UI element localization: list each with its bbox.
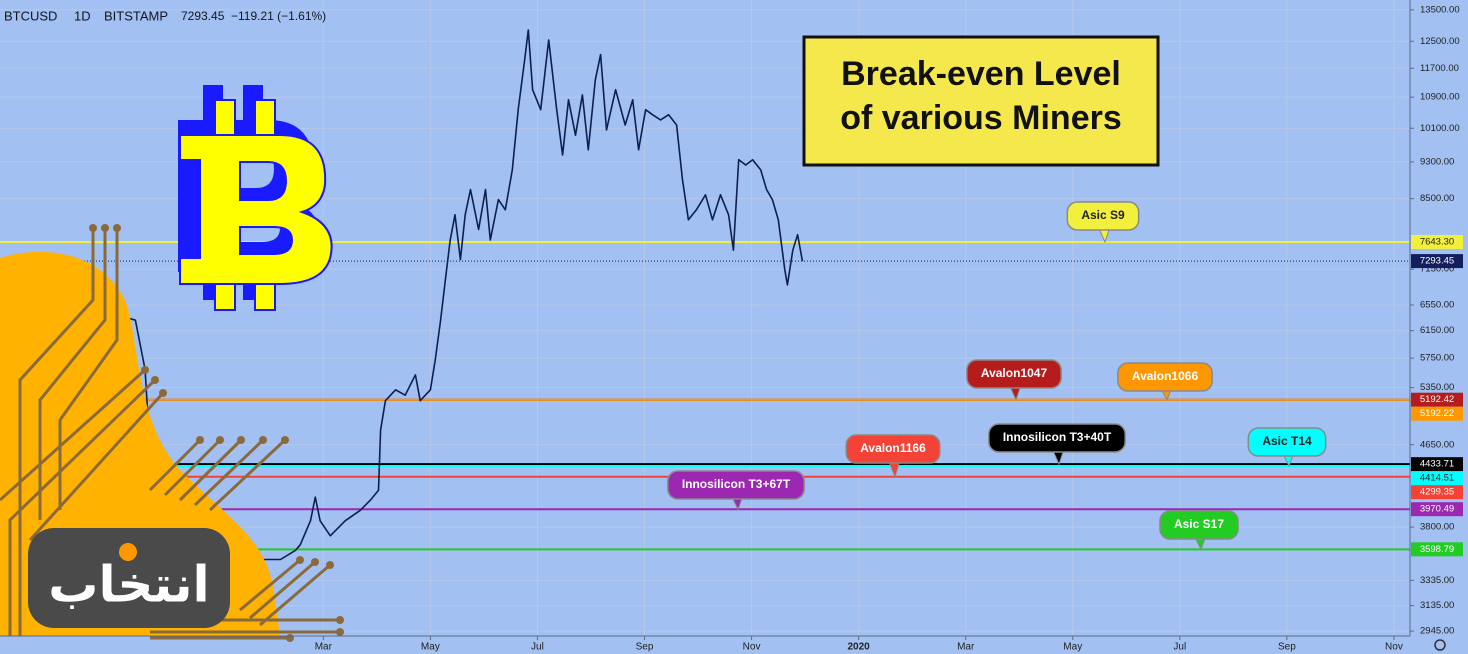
callout-box (988, 423, 1126, 453)
x-tick-label: Mar (957, 642, 975, 653)
logo-coin (119, 543, 137, 561)
x-tick-label: Jul (1173, 642, 1186, 653)
price-label-box (1411, 485, 1463, 500)
title-box: Break-even Level of various Miners (802, 35, 1160, 167)
y-tick-label: 6550.00 (1420, 299, 1454, 310)
y-tick-label: 5750.00 (1420, 353, 1454, 364)
callout: Avalon1066 (1117, 362, 1213, 401)
bitcoin-logo (178, 85, 333, 311)
price-label: 3970.49 (1420, 504, 1454, 515)
decoration: انتخاب (0, 85, 344, 642)
y-tick-label: 9300.00 (1420, 156, 1454, 167)
title-line: of various Miners (840, 99, 1122, 137)
callouts: Asic S9 Avalon1047 Avalon1066 Innosilicon T… (667, 201, 1327, 551)
callout-box (966, 359, 1062, 389)
logo-box (28, 528, 230, 628)
x-tick-label: Sep (1278, 642, 1296, 653)
price-label: 7293.45 (1420, 256, 1454, 267)
callout-box (1066, 201, 1140, 231)
callout-box (1117, 362, 1213, 392)
price-label-box (1411, 542, 1463, 557)
y-tick-label: 4650.00 (1420, 439, 1454, 450)
settings-icon[interactable] (1434, 639, 1446, 651)
callout-label: Innosilicon T3+40T (1003, 430, 1112, 444)
x-tick-label: Nov (743, 642, 761, 653)
brand-logo: انتخاب (28, 528, 230, 628)
interval: 1D (74, 8, 91, 23)
callout: Asic S17 (1159, 510, 1239, 551)
y-tick-label: 10900.00 (1420, 92, 1460, 103)
callout-box (845, 434, 941, 464)
callout: Avalon1047 (966, 359, 1062, 402)
y-tick-label: 3135.00 (1420, 600, 1454, 611)
y-tick-label: 12500.00 (1420, 36, 1460, 47)
y-tick-label: 3335.00 (1420, 575, 1454, 586)
y-tick-label: 7150.00 (1420, 264, 1454, 275)
price-label-box (1411, 234, 1463, 249)
callout-label: Asic S17 (1174, 517, 1224, 531)
price-label-box (1411, 471, 1463, 486)
callout-label: Avalon1166 (860, 441, 926, 455)
title-box-frame (802, 35, 1160, 167)
x-tick-label: 2020 (848, 642, 871, 653)
price-label-box (1411, 406, 1463, 421)
price-label-box (1411, 457, 1463, 472)
callout: Innosilicon T3+67T (667, 470, 805, 511)
callout-label: Asic T14 (1262, 434, 1312, 448)
price-line (120, 29, 804, 581)
circuit-dots (89, 224, 344, 642)
symbol: BTCUSD (4, 8, 57, 23)
y-tick-label: 8500.00 (1420, 193, 1454, 204)
price-label: 7643.30 (1420, 236, 1454, 247)
callout: Asic S9 (1066, 201, 1140, 244)
callout: Asic T14 (1247, 427, 1327, 468)
y-tick-label: 5350.00 (1420, 382, 1454, 393)
y-tick-label: 10100.00 (1420, 123, 1460, 134)
header: BTCUSD 1D BITSTAMP 7293.45 −119.21 (−1.6… (4, 8, 326, 23)
x-tick-label: Nov (1385, 642, 1403, 653)
change: −119.21 (−1.61%) (231, 9, 326, 23)
title-line: Break-even Level (841, 55, 1121, 93)
x-tick-label: May (421, 642, 440, 653)
y-tick-label: 6150.00 (1420, 325, 1454, 336)
y-tick-label: 3800.00 (1420, 522, 1454, 533)
quote: 7293.45 (181, 9, 225, 23)
logo-text: انتخاب (48, 556, 209, 614)
exchange: BITSTAMP (104, 8, 168, 23)
y-tick-label: 2945.00 (1420, 626, 1454, 637)
price-label: 5192.22 (1420, 408, 1454, 419)
x-tick-label: Jul (531, 642, 544, 653)
circuit (0, 228, 340, 640)
x-tick-label: Mar (315, 642, 333, 653)
callout: Innosilicon T3+40T (988, 423, 1126, 466)
y-tick-label: 13500.00 (1420, 4, 1460, 15)
callout-label: Innosilicon T3+67T (682, 477, 791, 491)
price-label: 4299.35 (1420, 487, 1454, 498)
price-label-box (1411, 254, 1463, 269)
price-label-box (1411, 502, 1463, 517)
callout-box (1247, 427, 1327, 457)
x-tick-label: Sep (636, 642, 654, 653)
price-label: 3598.79 (1420, 544, 1454, 555)
x-tick-label: May (1063, 642, 1082, 653)
callout-label: Avalon1047 (981, 366, 1048, 380)
price-label-box (1411, 392, 1463, 407)
price-layer (120, 29, 804, 581)
price-label: 4414.51 (1420, 473, 1454, 484)
callout-label: Asic S9 (1081, 208, 1125, 222)
callout-box (1159, 510, 1239, 540)
price-label: 4433.71 (1420, 459, 1454, 470)
callout-box (667, 470, 805, 500)
y-tick-label: 11700.00 (1420, 63, 1459, 74)
callout-label: Avalon1066 (1132, 369, 1199, 383)
callout: Avalon1166 (845, 434, 941, 479)
price-label: 5192.42 (1420, 394, 1454, 405)
